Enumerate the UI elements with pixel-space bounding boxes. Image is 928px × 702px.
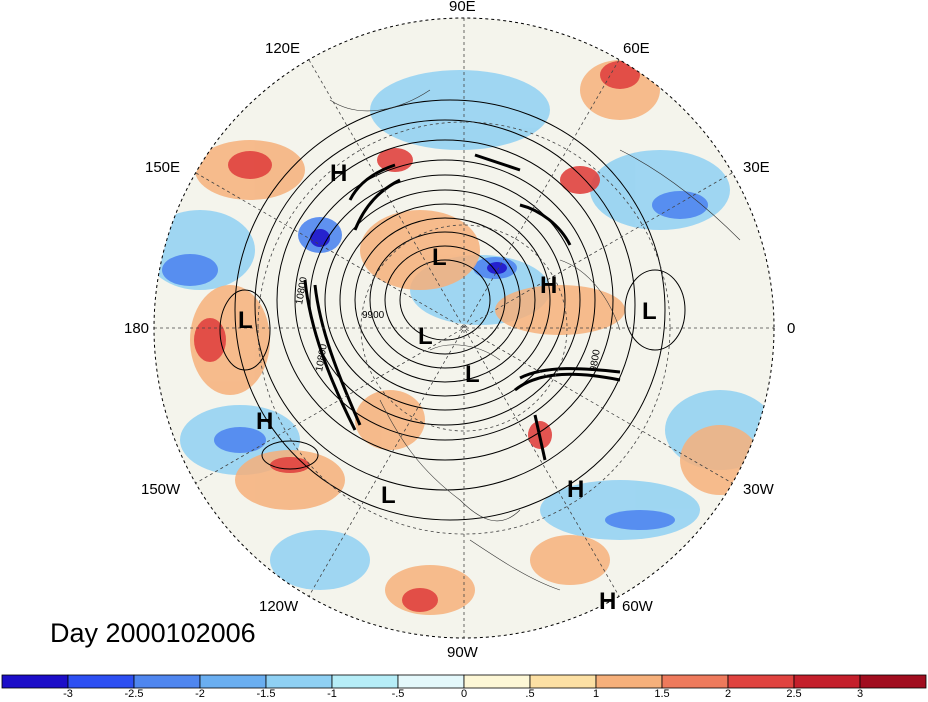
graticule [154, 18, 774, 638]
lon-label-120w: 120W [259, 598, 299, 615]
colorbar-tick-label: .5 [525, 688, 535, 700]
colorbar-swatch [331, 674, 399, 689]
colorbar-tick-label: -3 [63, 688, 73, 700]
pressure-center-l-2: L [238, 307, 253, 334]
pressure-center-h-3: H [256, 408, 273, 435]
height-contours [219, 99, 686, 521]
lon-label-150e: 150E [145, 159, 181, 176]
coastlines [329, 89, 741, 591]
colorbar-tick-label: -.5 [391, 688, 405, 700]
colorbar-swatch [463, 674, 531, 689]
colorbar-tick-label: 3 [856, 688, 864, 700]
pressure-center-h-2: H [540, 272, 557, 299]
colorbar-tick-label: 2.5 [786, 688, 802, 700]
colorbar-tick-label: -2.5 [124, 688, 144, 700]
colorbar-tick-label: 0 [460, 688, 468, 700]
contour-label: 10800 [294, 276, 310, 306]
lon-label-150w: 150W [141, 481, 181, 498]
lon-label-60w: 60W [622, 598, 653, 615]
colorbar-tick-label: 2 [724, 688, 732, 700]
colorbar-swatch [595, 674, 663, 689]
lon-label-180: 180 [124, 320, 150, 337]
lon-label-60e: 60E [623, 40, 650, 57]
lon-label-0: 0 [787, 320, 796, 337]
pressure-center-h-5: H [599, 588, 616, 615]
map-boundary [153, 17, 775, 639]
colorbar-swatch [67, 674, 135, 689]
contour-label: 10800 [314, 343, 330, 373]
pressure-center-h-1: H [330, 160, 347, 187]
colorbar-tick-label: -1.5 [256, 688, 276, 700]
colorbar-swatch [397, 674, 465, 689]
colorbar-swatch [727, 674, 795, 689]
colorbar-swatch [793, 674, 861, 689]
colorbar-tick-label: -2 [195, 688, 205, 700]
colorbar-swatch [661, 674, 729, 689]
pressure-center-l-4: L [465, 361, 480, 388]
contour-label: 9800 [588, 348, 603, 372]
pressure-centers: H L H L L L L H L H H [238, 160, 657, 615]
colorbar-tick-label: -1 [327, 688, 337, 700]
pressure-center-l-6: L [381, 482, 396, 509]
colorbar-tick-label: 1 [592, 688, 600, 700]
colorbar-swatch [133, 674, 201, 689]
pressure-center-l-3: L [418, 323, 433, 350]
pressure-center-l-5: L [642, 298, 657, 325]
lon-label-30e: 30E [743, 159, 770, 176]
colorbar-swatch [859, 674, 927, 689]
colorbar-swatch [199, 674, 267, 689]
lon-label-30w: 30W [743, 481, 774, 498]
pressure-center-h-4: H [567, 476, 584, 503]
colorbar [1, 674, 927, 689]
lon-label-90w: 90W [447, 644, 478, 661]
contour-labels: 10800 9900 10800 9800 [294, 276, 603, 373]
pressure-center-l-1: L [432, 244, 447, 271]
lon-label-120e: 120E [265, 40, 301, 57]
map-title: Day 2000102006 [50, 618, 256, 648]
lon-label-90e: 90E [449, 0, 476, 15]
colorbar-tick-label: 1.5 [654, 688, 670, 700]
colorbar-swatch [265, 674, 333, 689]
colorbar-swatch [529, 674, 597, 689]
colorbar-swatch [1, 674, 69, 689]
contour-label: 9900 [362, 310, 385, 321]
jet-contours [303, 153, 621, 461]
